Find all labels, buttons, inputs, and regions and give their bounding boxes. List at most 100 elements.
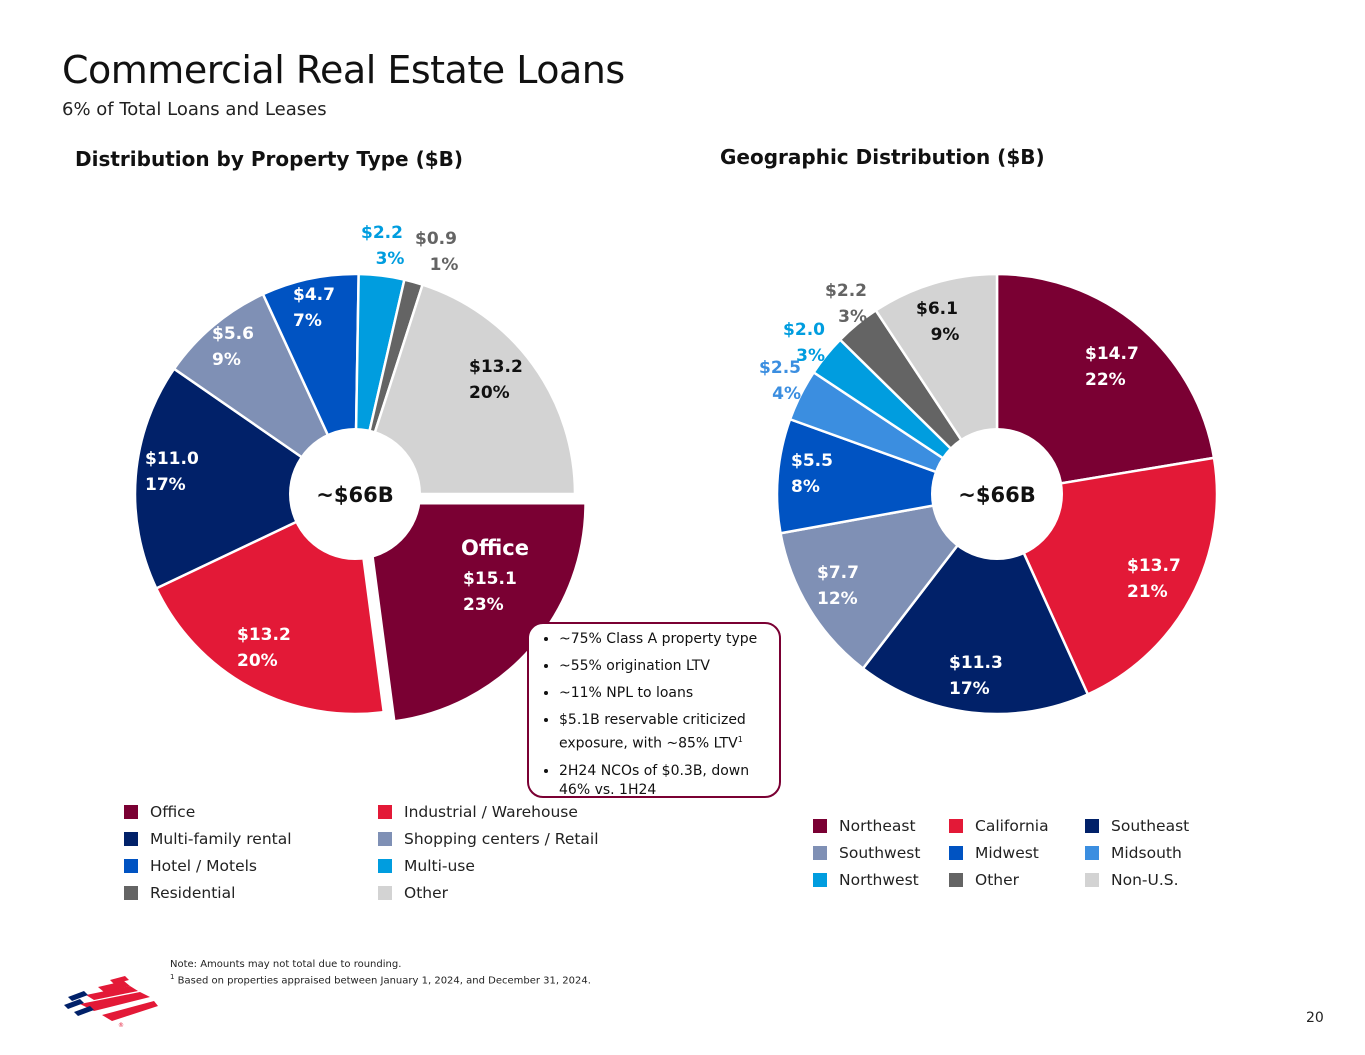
legend-label: Non-U.S. (1111, 871, 1179, 889)
geo-pct-label-northwest: 3% (796, 346, 825, 366)
legend-item-midwest: Midwest (949, 844, 1039, 862)
legend-label: Multi-use (404, 857, 475, 875)
office-callout: ~75% Class A property type ~55% originat… (527, 622, 781, 798)
legend-swatch (949, 846, 963, 860)
callout-item: $5.1B reservable criticized exposure, wi… (559, 711, 769, 754)
legend-swatch (378, 886, 392, 900)
property-center-label: ~$66B (316, 483, 393, 507)
legend-swatch (1085, 819, 1099, 833)
legend-label: Midwest (975, 844, 1039, 862)
legend-label: Industrial / Warehouse (404, 803, 578, 821)
geo-chart-title: Geographic Distribution ($B) (720, 145, 1045, 169)
property-chart-title: Distribution by Property Type ($B) (75, 147, 464, 171)
geo-value-label-california: $13.7 (1127, 556, 1181, 576)
legend-item-other: Other (949, 871, 1019, 889)
geo-value-label-northeast: $14.7 (1085, 344, 1139, 364)
legend-item-industrial-warehouse: Industrial / Warehouse (378, 803, 578, 821)
legend-label: Residential (150, 884, 236, 902)
geo-pct-label-other: 3% (838, 307, 867, 327)
legend-item-multi-family-rental: Multi-family rental (124, 830, 292, 848)
geo-center-label: ~$66B (958, 483, 1035, 507)
legend-item-northwest: Northwest (813, 871, 919, 889)
geo-center-hole (931, 428, 1063, 560)
geo-slice-northeast (995, 272, 1216, 496)
geo-slice-southwest (779, 492, 1000, 671)
legend-item-shopping-centers-retail: Shopping centers / Retail (378, 830, 599, 848)
legend-item-other: Other (378, 884, 448, 902)
legend-swatch (1085, 846, 1099, 860)
legend-item-hotel-motels: Hotel / Motels (124, 857, 257, 875)
geo-pct-label-southwest: 12% (817, 589, 858, 609)
callout-item: ~75% Class A property type (559, 630, 769, 649)
geo-value-label-midwest: $5.5 (791, 451, 833, 471)
legend-label: Southwest (839, 844, 921, 862)
legend-swatch (378, 832, 392, 846)
legend-label: California (975, 817, 1049, 835)
property-exploded-slice-title: Office (461, 536, 529, 560)
property-slice-other (353, 283, 577, 496)
legend-swatch (124, 886, 138, 900)
legend-label: Multi-family rental (150, 830, 292, 848)
geo-pct-label-southeast: 17% (949, 679, 990, 699)
legend-label: Northwest (839, 871, 919, 889)
property-value-label-office: $15.1 (463, 569, 517, 589)
page-title: Commercial Real Estate Loans (62, 48, 625, 92)
property-pct-label-other: 20% (469, 383, 510, 403)
legend-swatch (813, 873, 827, 887)
legend-item-non-u-s: Non-U.S. (1085, 871, 1179, 889)
legend-swatch (124, 805, 138, 819)
geo-value-label-non-u-s: $6.1 (916, 299, 958, 319)
property-pct-label-residential: 1% (430, 255, 459, 275)
property-type-pie-chart: ~$66B Office $15.1 23% $13.2 20% $11.0 17% $5.6 9… (133, 223, 587, 723)
legend-swatch (813, 846, 827, 860)
geo-pct-label-northeast: 22% (1085, 370, 1126, 390)
legend-item-midsouth: Midsouth (1085, 844, 1182, 862)
geo-value-label-midsouth: $2.5 (759, 358, 801, 378)
property-slice-shopping-centers-retail (172, 292, 359, 498)
property-pct-label-hotel-motels: 7% (293, 311, 322, 331)
geo-slice-midwest (775, 417, 1002, 535)
geographic-pie-chart: ~$66B $14.7 22% $13.7 21% $11.3 17% $7.7 12% $5.5… (759, 272, 1219, 716)
page-number: 20 (1306, 1010, 1324, 1026)
geo-value-label-northwest: $2.0 (783, 320, 825, 340)
callout-item: ~55% origination LTV (559, 657, 769, 676)
legend-swatch (124, 859, 138, 873)
footnote-marker: 1 (170, 973, 175, 981)
legend-label: Southeast (1111, 817, 1190, 835)
legend-swatch (949, 819, 963, 833)
property-pct-label-multi-family-rental: 17% (145, 475, 186, 495)
legend-label: Other (404, 884, 449, 902)
property-pct-label-multi-use: 3% (376, 249, 405, 269)
property-pct-label-office: 23% (463, 595, 504, 615)
property-value-label-industrial-warehouse: $13.2 (237, 625, 291, 645)
legend-swatch (813, 819, 827, 833)
footnote-marker: 1 (737, 735, 743, 744)
page-subtitle: 6% of Total Loans and Leases (62, 99, 327, 120)
property-pct-label-shopping-centers-retail: 9% (212, 350, 241, 370)
legend-item-california: California (949, 817, 1049, 835)
geo-pct-label-midsouth: 4% (772, 384, 801, 404)
note-line: 1 Based on properties appraised between … (170, 973, 591, 987)
legend-label: Northeast (839, 817, 916, 835)
callout-item: 2H24 NCOs of $0.3B, down 46% vs. 1H24 (559, 762, 769, 800)
legend-swatch (949, 873, 963, 887)
geo-pct-label-california: 21% (1127, 582, 1168, 602)
legend-item-office: Office (124, 803, 195, 821)
geo-value-label-southwest: $7.7 (817, 563, 859, 583)
geo-slice-southeast (861, 491, 1090, 716)
geo-pct-label-midwest: 8% (791, 477, 820, 497)
property-center-hole (289, 428, 421, 560)
legend-swatch (1085, 873, 1099, 887)
legend-item-multi-use: Multi-use (378, 857, 475, 875)
property-pct-label-industrial-warehouse: 20% (237, 651, 278, 671)
legend-swatch (378, 805, 392, 819)
svg-text:®: ® (118, 1022, 124, 1027)
property-value-label-multi-use: $2.2 (361, 223, 403, 243)
note-line: Note: Amounts may not total due to round… (170, 959, 402, 970)
property-value-label-residential: $0.9 (415, 229, 457, 249)
geo-pct-label-non-u-s: 9% (931, 325, 960, 345)
legend-swatch (378, 859, 392, 873)
property-slice-multi-family-rental (133, 367, 358, 591)
legend-swatch (124, 832, 138, 846)
property-value-label-other: $13.2 (469, 357, 523, 377)
